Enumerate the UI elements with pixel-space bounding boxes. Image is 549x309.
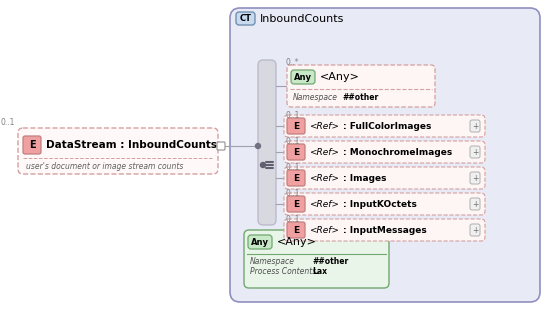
FancyBboxPatch shape <box>470 198 480 210</box>
FancyBboxPatch shape <box>470 120 480 132</box>
Text: 0..1: 0..1 <box>286 137 300 146</box>
Text: +: + <box>472 121 478 130</box>
FancyBboxPatch shape <box>284 115 485 137</box>
Text: E: E <box>293 147 299 156</box>
Text: Any: Any <box>294 73 312 82</box>
FancyBboxPatch shape <box>291 70 315 84</box>
Text: E: E <box>293 121 299 130</box>
Text: user's document or image stream counts: user's document or image stream counts <box>26 162 183 171</box>
FancyBboxPatch shape <box>470 172 480 184</box>
Text: Any: Any <box>251 238 269 247</box>
Text: ##other: ##other <box>342 92 378 101</box>
FancyBboxPatch shape <box>287 65 435 107</box>
Text: E: E <box>293 200 299 209</box>
Text: 0..*: 0..* <box>286 57 300 66</box>
Text: E: E <box>293 173 299 183</box>
Text: <Ref>: <Ref> <box>309 121 339 130</box>
Text: Namespace: Namespace <box>250 256 295 265</box>
Text: <Ref>: <Ref> <box>309 173 339 183</box>
Text: <Ref>: <Ref> <box>309 147 339 156</box>
FancyBboxPatch shape <box>287 118 305 134</box>
Text: E: E <box>293 226 299 235</box>
FancyBboxPatch shape <box>287 196 305 212</box>
FancyBboxPatch shape <box>244 230 389 288</box>
Text: +: + <box>472 200 478 209</box>
Text: Process Contents: Process Contents <box>250 268 316 277</box>
Text: <Ref>: <Ref> <box>309 226 339 235</box>
Text: : InputKOctets: : InputKOctets <box>343 200 417 209</box>
Text: Lax: Lax <box>312 268 327 277</box>
FancyBboxPatch shape <box>284 141 485 163</box>
Text: 0..1: 0..1 <box>0 117 14 126</box>
Text: ##other: ##other <box>312 256 348 265</box>
FancyBboxPatch shape <box>284 167 485 189</box>
FancyBboxPatch shape <box>470 224 480 236</box>
Text: 0..1: 0..1 <box>286 188 300 197</box>
Text: : InputMessages: : InputMessages <box>343 226 427 235</box>
FancyBboxPatch shape <box>230 8 540 302</box>
Text: <Any>: <Any> <box>320 72 360 82</box>
FancyBboxPatch shape <box>258 60 276 225</box>
FancyBboxPatch shape <box>287 170 305 186</box>
FancyBboxPatch shape <box>284 193 485 215</box>
Text: InboundCounts: InboundCounts <box>260 14 344 23</box>
Text: <Any>: <Any> <box>277 237 317 247</box>
Circle shape <box>260 163 266 167</box>
FancyBboxPatch shape <box>217 142 225 150</box>
Text: E: E <box>29 140 35 150</box>
Text: +: + <box>472 173 478 183</box>
Text: : MonochromeImages: : MonochromeImages <box>343 147 452 156</box>
Text: : Images: : Images <box>343 173 386 183</box>
Text: <Ref>: <Ref> <box>309 200 339 209</box>
Text: 0..1: 0..1 <box>286 214 300 223</box>
Text: 0..1: 0..1 <box>286 111 300 120</box>
Text: : FullColorImages: : FullColorImages <box>343 121 432 130</box>
Text: +: + <box>472 226 478 235</box>
FancyBboxPatch shape <box>287 222 305 238</box>
Text: Namespace: Namespace <box>293 92 338 101</box>
FancyBboxPatch shape <box>287 144 305 160</box>
Text: +: + <box>472 147 478 156</box>
FancyBboxPatch shape <box>18 128 218 174</box>
Text: 0..1: 0..1 <box>286 163 300 171</box>
FancyBboxPatch shape <box>284 219 485 241</box>
FancyBboxPatch shape <box>470 146 480 158</box>
FancyBboxPatch shape <box>23 136 41 154</box>
Text: DataStream : InboundCounts: DataStream : InboundCounts <box>46 140 217 150</box>
FancyBboxPatch shape <box>248 235 272 249</box>
Text: CT: CT <box>239 14 251 23</box>
FancyBboxPatch shape <box>236 12 255 25</box>
Circle shape <box>255 143 260 149</box>
